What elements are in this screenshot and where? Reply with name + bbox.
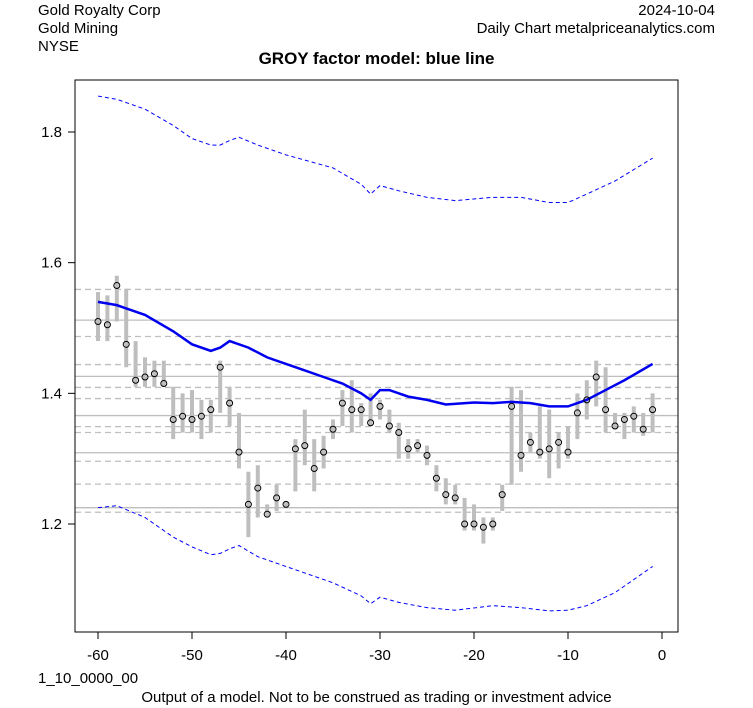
x-tick-label: -10 bbox=[557, 647, 579, 664]
data-point bbox=[423, 451, 431, 459]
data-point bbox=[573, 409, 581, 417]
data-point bbox=[376, 402, 384, 410]
plot-frame bbox=[74, 79, 679, 633]
data-point bbox=[611, 422, 619, 430]
data-point bbox=[508, 402, 516, 410]
data-point bbox=[244, 500, 252, 508]
x-tick-label: -30 bbox=[369, 647, 391, 664]
upper-band-line bbox=[97, 95, 653, 204]
data-point bbox=[470, 520, 478, 528]
data-point bbox=[498, 491, 506, 499]
data-point bbox=[141, 373, 149, 381]
data-point bbox=[526, 438, 534, 446]
x-tick-label: -50 bbox=[181, 647, 203, 664]
data-point bbox=[517, 451, 525, 459]
data-point bbox=[461, 520, 469, 528]
data-point bbox=[479, 523, 487, 531]
disclaimer: Output of a model. Not to be construed a… bbox=[141, 689, 612, 706]
data-point bbox=[94, 317, 102, 325]
data-point bbox=[122, 340, 130, 348]
data-point bbox=[291, 445, 299, 453]
data-point bbox=[254, 484, 262, 492]
data-point bbox=[226, 399, 234, 407]
data-point bbox=[160, 380, 168, 388]
data-point bbox=[235, 448, 243, 456]
data-point bbox=[649, 406, 657, 414]
data-point bbox=[630, 412, 638, 420]
data-point bbox=[207, 406, 215, 414]
model-line bbox=[97, 300, 654, 408]
data-point bbox=[348, 406, 356, 414]
data-point bbox=[442, 491, 450, 499]
x-tick-label: -20 bbox=[463, 647, 485, 664]
y-tick-label: 1.4 bbox=[41, 385, 62, 402]
data-point bbox=[620, 415, 628, 423]
data-point bbox=[564, 448, 572, 456]
model-code: 1_10_0000_00 bbox=[38, 670, 139, 687]
x-tick-label: -40 bbox=[275, 647, 297, 664]
chart-date: 2024-10-04 bbox=[638, 2, 715, 19]
data-point bbox=[414, 442, 422, 450]
y-tick-label: 1.8 bbox=[41, 124, 62, 141]
data-point bbox=[132, 376, 140, 384]
data-point bbox=[263, 510, 271, 518]
data-point bbox=[583, 396, 591, 404]
data-point bbox=[489, 520, 497, 528]
lower-band-line bbox=[97, 505, 653, 612]
sector: Gold Mining bbox=[38, 20, 119, 37]
chart-title: GROY factor model: blue line bbox=[258, 49, 495, 68]
data-point bbox=[367, 419, 375, 427]
company-name: Gold Royalty Corp bbox=[38, 2, 161, 19]
data-point bbox=[338, 399, 346, 407]
data-point bbox=[103, 321, 111, 329]
data-point bbox=[404, 445, 412, 453]
data-point bbox=[282, 500, 290, 508]
data-point bbox=[113, 282, 121, 290]
data-point bbox=[555, 438, 563, 446]
data-point bbox=[432, 474, 440, 482]
data-point bbox=[301, 442, 309, 450]
exchange: NYSE bbox=[38, 38, 79, 55]
data-point bbox=[329, 425, 337, 433]
data-point bbox=[357, 406, 365, 414]
chart-source: Daily Chart metalpriceanalytics.com bbox=[476, 20, 715, 37]
data-point bbox=[310, 464, 318, 472]
data-point bbox=[216, 363, 224, 371]
data-point bbox=[188, 415, 196, 423]
y-tick-label: 1.6 bbox=[41, 255, 62, 272]
data-point bbox=[536, 448, 544, 456]
data-point bbox=[451, 494, 459, 502]
x-tick-label: 0 bbox=[658, 647, 666, 664]
y-tick-label: 1.2 bbox=[41, 516, 62, 533]
x-tick-label: -60 bbox=[87, 647, 109, 664]
data-point bbox=[179, 412, 187, 420]
data-point bbox=[592, 373, 600, 381]
data-point bbox=[395, 429, 403, 437]
data-point bbox=[545, 445, 553, 453]
data-point bbox=[639, 425, 647, 433]
data-point bbox=[602, 406, 610, 414]
data-point bbox=[273, 494, 281, 502]
data-point bbox=[385, 422, 393, 430]
data-point bbox=[320, 448, 328, 456]
data-point bbox=[197, 412, 205, 420]
data-point bbox=[150, 370, 158, 378]
data-point bbox=[169, 415, 177, 423]
